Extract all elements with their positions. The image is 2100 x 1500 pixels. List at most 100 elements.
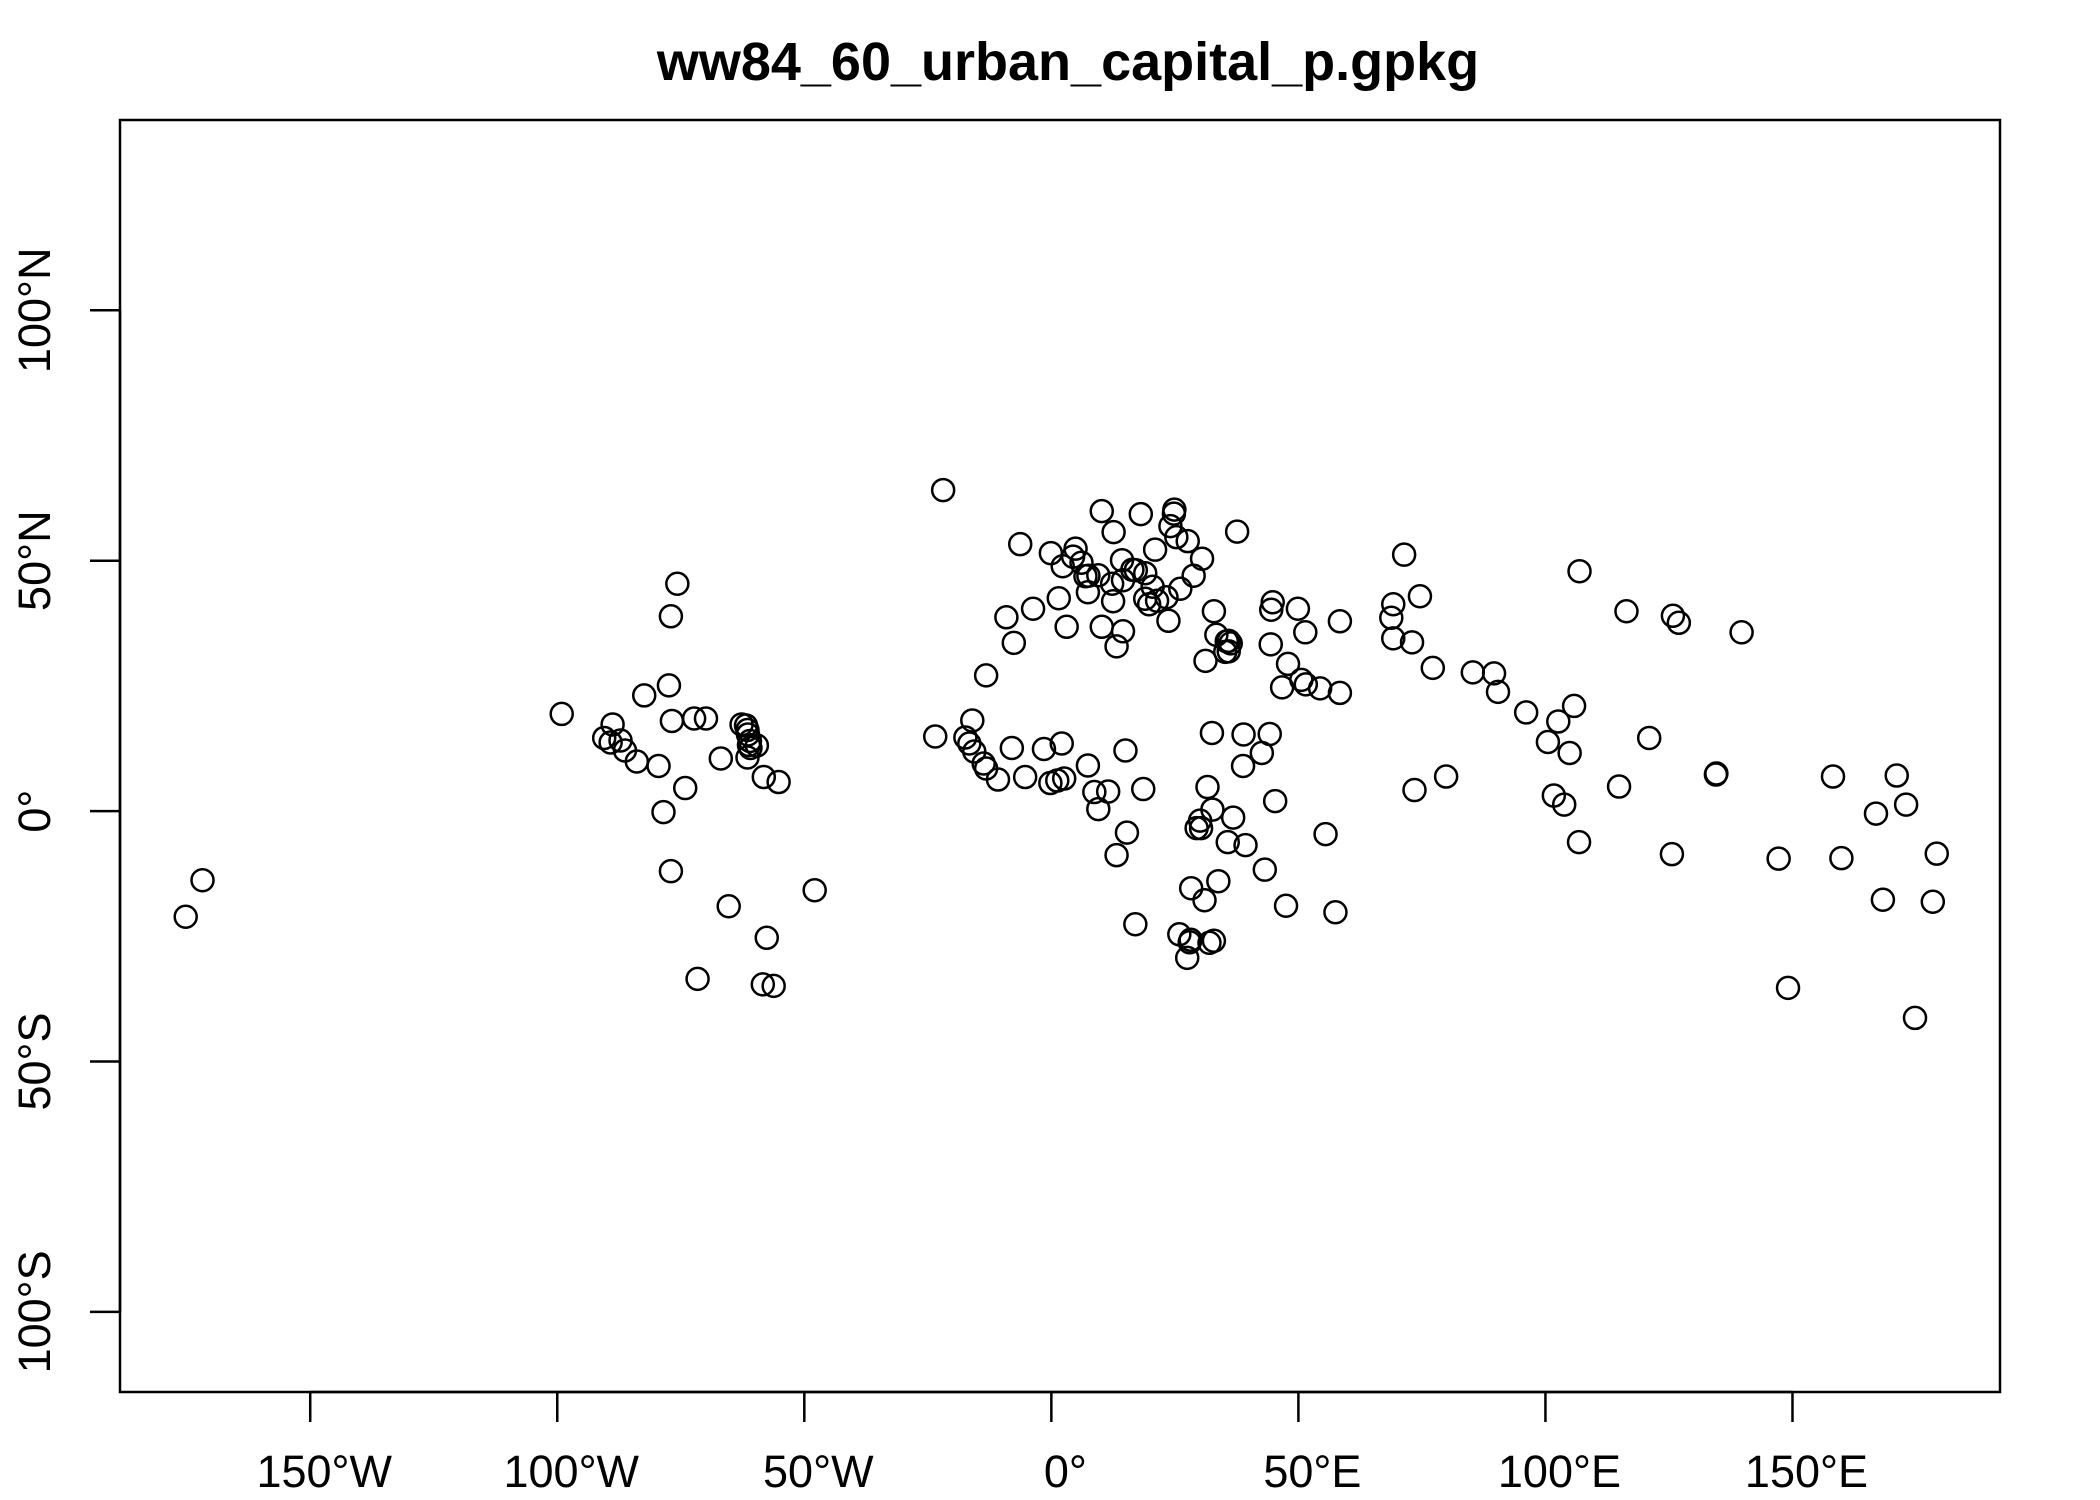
data-point [1275, 651, 1301, 677]
data-point [1230, 753, 1256, 779]
data-point [1829, 845, 1854, 871]
data-point [1775, 975, 1801, 1001]
data-point [1262, 788, 1288, 814]
data-point [1902, 1005, 1928, 1031]
data-point [1557, 740, 1582, 766]
data-point [1123, 912, 1148, 937]
data-point [1128, 501, 1154, 527]
data-point [1433, 764, 1459, 789]
data-point [1863, 801, 1889, 826]
data-point [751, 764, 777, 790]
data-point [1201, 928, 1227, 954]
data-point [1313, 821, 1338, 847]
data-point [1920, 889, 1946, 914]
data-point [1216, 628, 1241, 654]
data-point [1820, 764, 1846, 789]
data-point [1893, 792, 1919, 817]
data-point [953, 725, 978, 750]
data-point [1099, 571, 1125, 596]
data-point [685, 966, 710, 992]
data-point [1381, 626, 1406, 651]
data-point [1110, 619, 1136, 644]
data-point [1703, 762, 1729, 787]
data-point [190, 867, 215, 893]
data-point [922, 724, 948, 749]
data-point [1323, 899, 1348, 925]
data-point [1200, 797, 1225, 822]
data-point [646, 753, 671, 779]
x-tick-label: 150°W [256, 1446, 392, 1497]
data-point [744, 733, 770, 758]
data-point [1260, 590, 1285, 615]
data-point [1178, 927, 1203, 953]
y-tick-label: 100°N [9, 248, 60, 374]
data-point [1481, 661, 1507, 686]
data-point [665, 571, 690, 596]
data-point [1233, 832, 1258, 858]
data-point [1614, 599, 1639, 624]
data-point [1381, 592, 1406, 617]
data-point [737, 728, 763, 754]
data-points [173, 477, 1950, 1031]
data-point [1020, 596, 1046, 622]
data-point [1566, 829, 1592, 855]
data-point [659, 708, 685, 734]
chart-title: ww84_60_urban_capital_p.gpkg [656, 32, 1479, 92]
y-axis: 100°N 50°N 0° 50°S 100°S [9, 248, 122, 1373]
data-point [1142, 537, 1168, 562]
data-point [1063, 536, 1088, 561]
data-point [1104, 842, 1129, 868]
data-point [1391, 542, 1417, 567]
data-point [173, 904, 198, 930]
data-point [1224, 519, 1250, 544]
data-point [1293, 672, 1319, 697]
data-point [1206, 868, 1231, 894]
data-point [1038, 540, 1064, 566]
data-point [999, 735, 1025, 761]
data-point [1046, 586, 1072, 611]
data-point [1131, 776, 1156, 802]
data-point [1535, 729, 1561, 755]
data-point [1407, 583, 1433, 609]
data-point [1231, 722, 1256, 747]
data-point [1199, 720, 1225, 746]
data-point [1123, 557, 1149, 583]
data-point [600, 712, 625, 737]
data-point [973, 663, 999, 688]
data-point [802, 877, 827, 903]
data-point [1307, 676, 1333, 701]
data-point [1215, 829, 1240, 855]
data-point [1201, 599, 1227, 624]
data-point [1870, 887, 1896, 912]
data-point [1001, 630, 1027, 656]
data-point [1420, 655, 1446, 681]
data-point [693, 706, 719, 731]
data-point [1924, 841, 1950, 866]
x-tick-label: 100°E [1498, 1446, 1621, 1497]
data-point [658, 604, 684, 629]
data-point [1049, 731, 1074, 756]
data-point [1293, 620, 1318, 645]
data-point [598, 730, 623, 755]
data-point [1220, 805, 1246, 830]
data-point [766, 769, 791, 795]
plot-frame [118, 118, 2002, 1394]
x-tick-label: 0° [1044, 1446, 1087, 1497]
data-point [1189, 546, 1215, 571]
data-point [1101, 519, 1126, 545]
data-point [716, 893, 741, 919]
data-point [1156, 608, 1181, 634]
data-point [1606, 774, 1632, 799]
data-point [708, 746, 734, 771]
y-tick-label: 0° [9, 790, 60, 833]
data-point [1546, 709, 1571, 734]
data-point [1012, 764, 1038, 790]
data-point [549, 701, 574, 727]
data-point [1659, 841, 1685, 867]
x-tick-label: 150°E [1745, 1446, 1868, 1497]
data-point [1399, 630, 1425, 655]
data-point [1164, 524, 1189, 550]
data-point [1636, 725, 1662, 751]
data-point [754, 925, 780, 951]
